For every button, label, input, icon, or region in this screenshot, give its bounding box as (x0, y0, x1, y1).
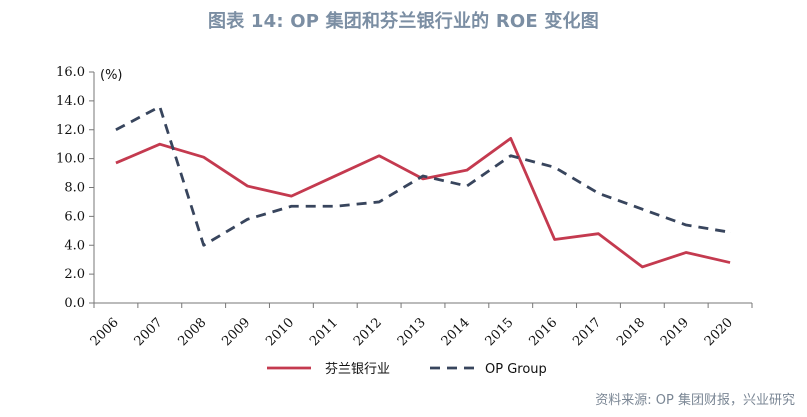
legend-label-0: 芬兰银行业 (325, 362, 390, 377)
y-tick-label: 0.0 (64, 296, 85, 311)
y-tick-label: 6.0 (64, 209, 85, 224)
x-tick-label: 2015 (483, 315, 517, 349)
y-tick-label: 8.0 (64, 181, 85, 196)
y-tick-label: 16.0 (56, 65, 85, 80)
source-note: 资料来源: OP 集团财报，兴业研究 (595, 392, 795, 408)
y-tick-label: 10.0 (56, 152, 85, 167)
y-tick-label: 4.0 (64, 238, 85, 253)
x-tick-label: 2014 (439, 315, 473, 349)
legend-label-1: OP Group (485, 362, 547, 377)
x-tick-label: 2011 (307, 315, 341, 349)
x-ticks: 2006 2007 2008 2009 2010 2011 2012 2013 2014 2015… (88, 303, 753, 349)
x-tick-label: 2013 (395, 315, 429, 349)
series-layer (115, 105, 731, 269)
legend: 芬兰银行业 OP Group (267, 362, 547, 377)
x-tick-label: 2020 (702, 315, 736, 349)
chart-title: 图表 14: OP 集团和芬兰银行业的 ROE 变化图 (208, 11, 599, 32)
y-tick-label: 2.0 (64, 267, 85, 282)
y-tick-label: 12.0 (56, 123, 85, 138)
x-tick-label: 2012 (351, 315, 385, 349)
x-tick-label: 2007 (132, 315, 166, 349)
x-tick-label: 2009 (219, 315, 253, 349)
y-tick-label: 14.0 (56, 94, 85, 109)
x-tick-label: 2006 (88, 315, 122, 349)
x-tick-label: 2019 (658, 315, 692, 349)
x-tick-label: 2016 (526, 315, 560, 349)
x-tick-label: 2010 (263, 315, 297, 349)
series-line-0 (115, 137, 731, 269)
y-ticks: 0.0 2.0 4.0 6.0 8.0 10.0 12.0 14.0 16.0 (56, 65, 94, 311)
unit-label: (%) (100, 68, 123, 83)
x-tick-label: 2018 (614, 315, 648, 349)
x-tick-label: 2017 (570, 315, 604, 349)
x-tick-label: 2008 (175, 315, 209, 349)
